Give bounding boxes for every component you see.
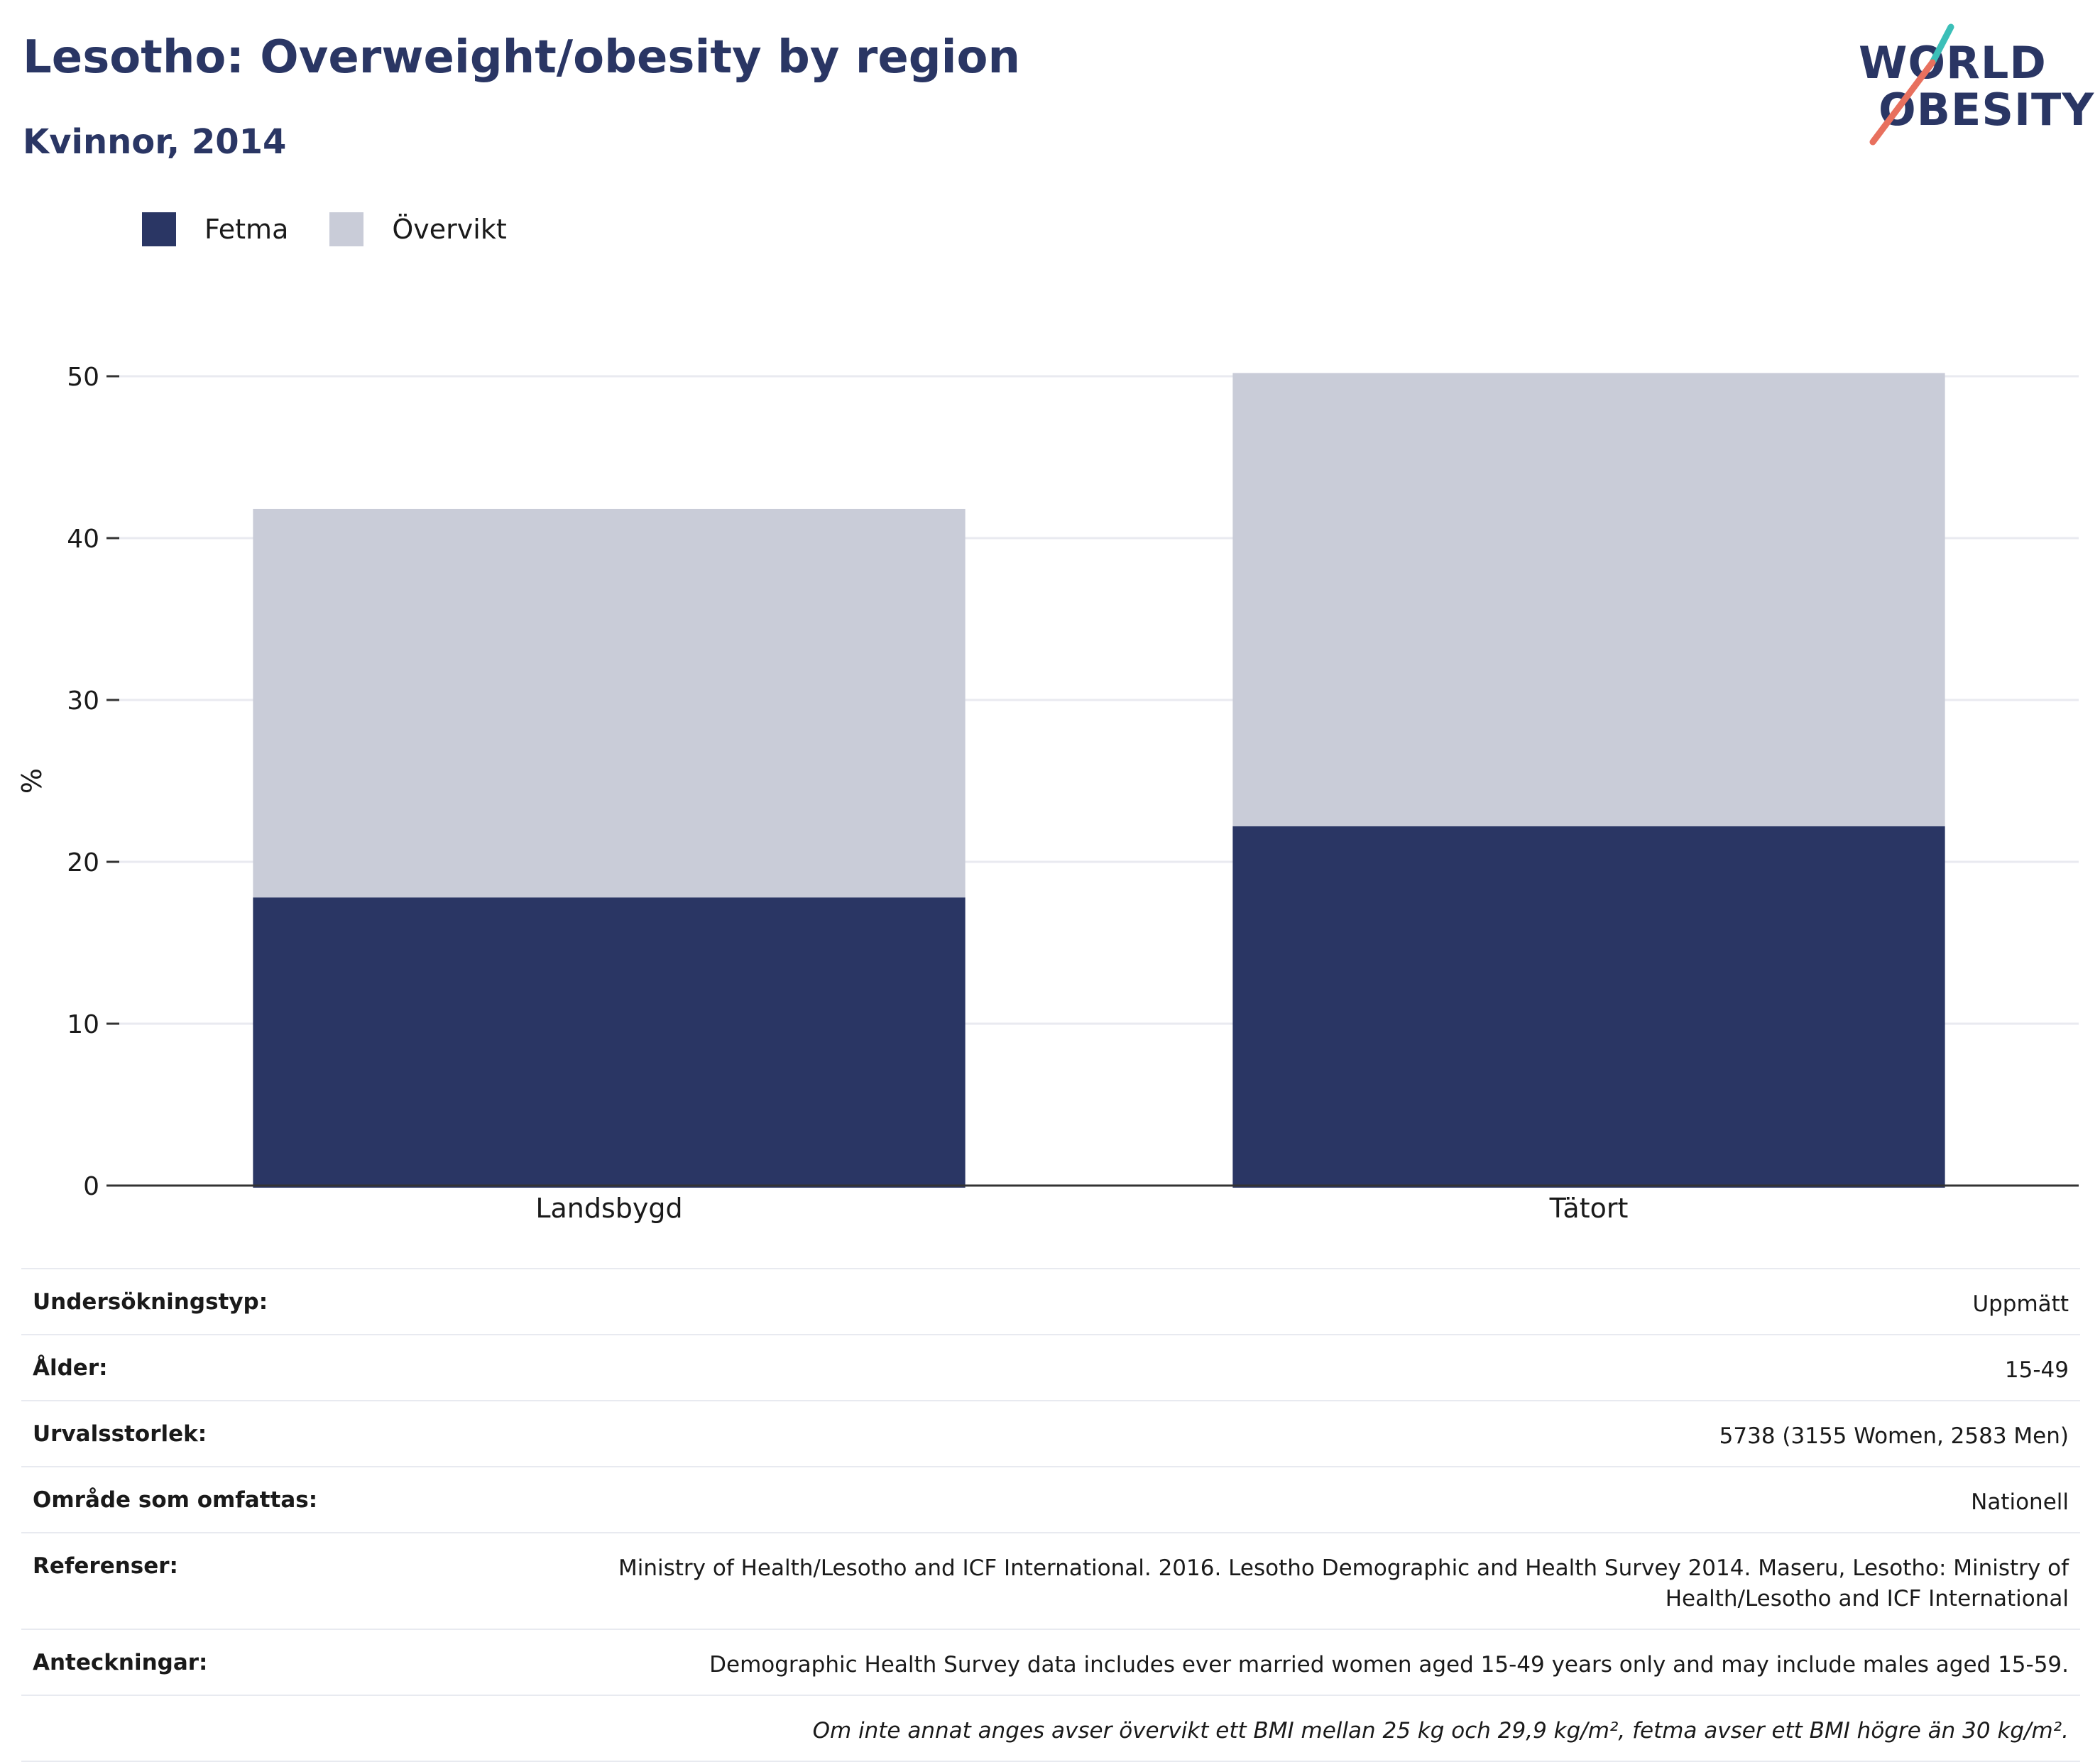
legend-swatch-overvikt bbox=[329, 212, 364, 246]
legend-label-overvikt: Övervikt bbox=[392, 214, 507, 245]
info-value: 15-49 bbox=[2004, 1357, 2069, 1383]
y-tick-label: 40 bbox=[67, 525, 99, 554]
bar--vervikt-t-tort[interactable] bbox=[1232, 373, 1945, 826]
info-label: Område som omfattas: bbox=[33, 1487, 318, 1513]
chart-subtitle: Kvinnor, 2014 bbox=[23, 122, 287, 162]
bmi-footnote: Om inte annat anges avser övervikt ett B… bbox=[812, 1718, 2069, 1744]
y-tick-label: 20 bbox=[67, 848, 99, 877]
legend-item-overvikt[interactable]: Övervikt bbox=[329, 212, 507, 246]
info-row-notes: Anteckningar: Demographic Health Survey … bbox=[21, 1630, 2080, 1696]
info-row-survey-type: Undersökningstyp: Uppmätt bbox=[21, 1269, 2080, 1335]
info-row-footnote: Om inte annat anges avser övervikt ett B… bbox=[21, 1696, 2080, 1762]
info-value: Nationell bbox=[1971, 1489, 2069, 1515]
logo-line-2: OBESITY bbox=[1878, 84, 2095, 136]
info-value: Uppmätt bbox=[1972, 1291, 2069, 1317]
y-axis-ticks: 0 10 20 30 40 50 bbox=[67, 363, 119, 1201]
info-label: Undersökningstyp: bbox=[33, 1289, 268, 1315]
stacked-bar-chart: 0 10 20 30 40 50 Landsbygd Tätort % bbox=[16, 363, 2079, 1224]
x-axis-ticks: Landsbygd Tätort bbox=[535, 1193, 1628, 1224]
info-row-references: Referenser: Ministry of Health/Lesotho a… bbox=[21, 1533, 2080, 1630]
y-tick-label: 50 bbox=[67, 363, 99, 392]
info-value: 5738 (3155 Women, 2583 Men) bbox=[1719, 1423, 2069, 1449]
legend-swatch-fetma bbox=[142, 212, 176, 246]
x-tick-label: Landsbygd bbox=[535, 1193, 682, 1224]
bar--vervikt-landsbygd[interactable] bbox=[253, 508, 966, 898]
x-tick-label: Tätort bbox=[1549, 1193, 1629, 1224]
info-value: Ministry of Health/Lesotho and ICF Inter… bbox=[618, 1555, 2069, 1611]
chart-legend: Fetma Övervikt bbox=[142, 212, 548, 247]
info-value: Demographic Health Survey data includes … bbox=[709, 1652, 2069, 1678]
info-label: Anteckningar: bbox=[33, 1650, 208, 1675]
y-tick-label: 10 bbox=[67, 1010, 99, 1039]
legend-item-fetma[interactable]: Fetma bbox=[142, 212, 288, 246]
survey-info-table: Undersökningstyp: Uppmätt Ålder: 15-49 U… bbox=[21, 1268, 2080, 1762]
info-row-sample-size: Urvalsstorlek: 5738 (3155 Women, 2583 Me… bbox=[21, 1401, 2080, 1467]
bar-fetma-t-tort[interactable] bbox=[1232, 826, 1945, 1188]
y-axis-label: % bbox=[16, 768, 48, 794]
chart-bars bbox=[253, 373, 1945, 1188]
info-row-area: Område som omfattas: Nationell bbox=[21, 1467, 2080, 1533]
legend-label-fetma: Fetma bbox=[204, 214, 289, 245]
y-tick-label: 0 bbox=[83, 1172, 99, 1201]
bar-fetma-landsbygd[interactable] bbox=[253, 897, 966, 1188]
y-tick-label: 30 bbox=[67, 686, 99, 716]
logo-slash-icon bbox=[1869, 23, 1954, 146]
logo-line-1: WORLD bbox=[1859, 37, 2047, 89]
chart-title: Lesotho: Overweight/obesity by region bbox=[23, 31, 1021, 84]
info-row-age: Ålder: 15-49 bbox=[21, 1335, 2080, 1401]
info-label: Urvalsstorlek: bbox=[33, 1421, 207, 1447]
info-label: Ålder: bbox=[33, 1355, 108, 1381]
world-obesity-logo: WORLD OBESITY bbox=[1853, 21, 2094, 149]
info-label: Referenser: bbox=[33, 1553, 178, 1579]
